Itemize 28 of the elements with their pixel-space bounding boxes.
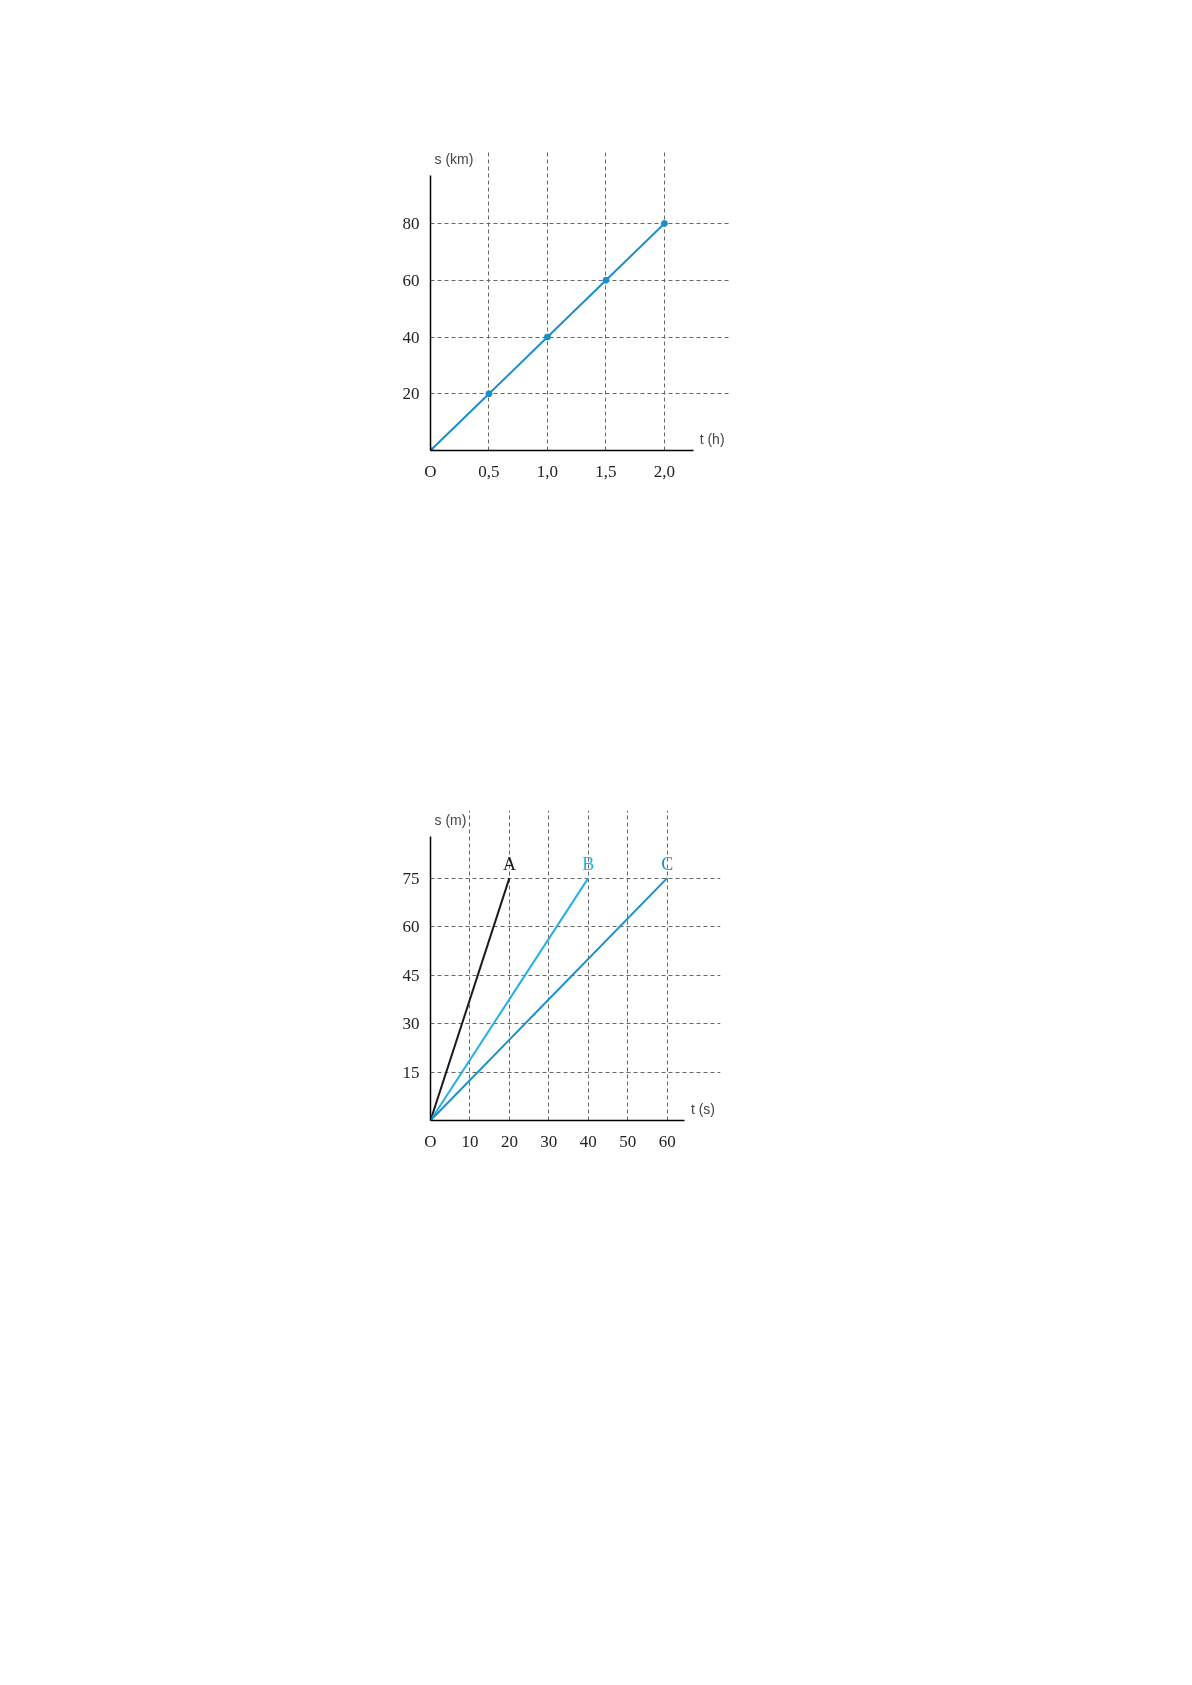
x-tick-label: 60 [658,1131,676,1151]
y-tick-label: 80 [402,214,420,234]
series-label: C [661,854,674,875]
x-tick-label: O [424,1131,437,1151]
y-tick-label: 15 [402,1062,420,1082]
x-tick-label: 1,5 [595,461,617,481]
y-axis-title: s (km) [434,151,474,168]
x-axis-title: t (s) [690,1100,715,1117]
series-label: B [582,854,595,875]
y-tick-label: 20 [402,384,420,404]
x-tick-label: 50 [619,1131,637,1151]
x-tick-label: O [424,461,437,481]
y-axis-title: s (m) [434,812,467,829]
y-tick-label: 60 [402,270,420,290]
x-tick-label: 20 [500,1131,518,1151]
y-tick-label: 75 [402,868,420,888]
x-tick-label: 1,0 [536,461,559,481]
y-tick-label: 30 [402,1014,420,1034]
y-tick-label: 45 [402,965,420,985]
x-tick-label: 0,5 [478,461,500,481]
series-label: A [502,854,516,875]
x-tick-label: 10 [461,1131,479,1151]
x-axis-title: t (h) [699,430,725,447]
y-tick-label: 40 [402,327,420,347]
x-tick-label: 40 [579,1131,597,1151]
x-tick-label: 30 [540,1131,558,1151]
x-tick-label: 2,0 [653,461,676,481]
y-tick-label: 60 [402,917,420,937]
